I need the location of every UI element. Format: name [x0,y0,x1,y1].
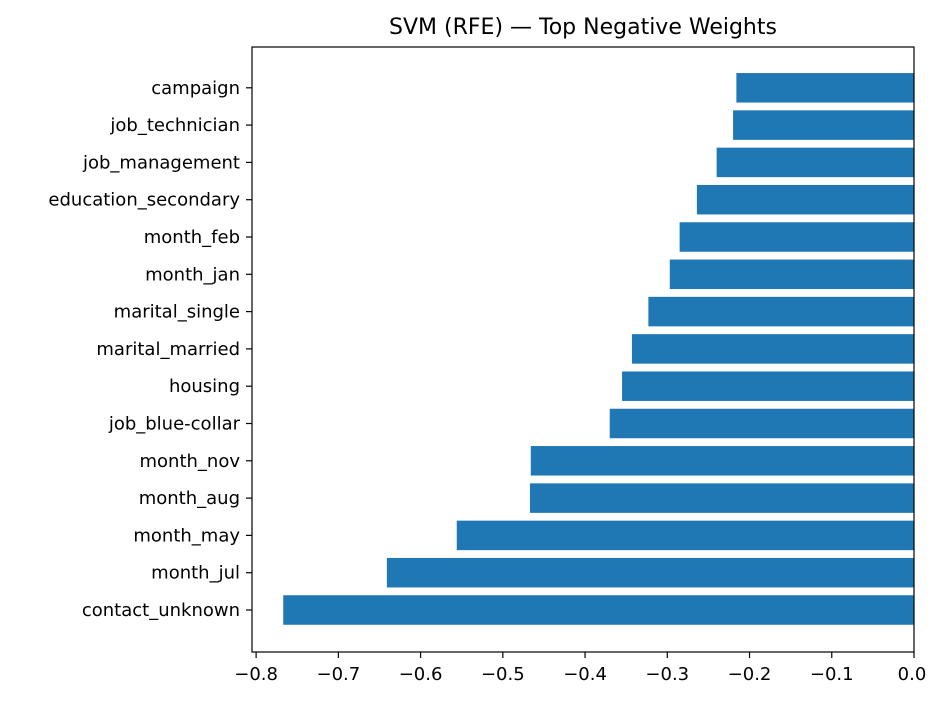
y-tick-label: education_secondary [48,190,240,211]
x-tick-label: −0.4 [563,664,607,685]
bar-job_blue-collar [609,408,914,439]
bar-marital_single [648,296,914,327]
x-tick-label: −0.3 [645,664,689,685]
y-tick-label: month_may [133,525,240,546]
y-tick-label: housing [169,376,240,397]
y-tick-label: marital_single [114,302,240,323]
y-tick-label: month_jul [151,563,240,584]
bar-month_feb [679,222,914,252]
x-tick-label: −0.7 [316,664,360,685]
y-tick-label: contact_unknown [82,600,240,621]
bar-marital_married [631,334,914,364]
bar-month_may [456,520,914,551]
x-tick-label: −0.2 [728,664,772,685]
y-tick-label: month_feb [144,227,240,248]
bar-housing [622,371,914,401]
y-tick-label: month_nov [140,451,241,472]
x-tick-label: −0.5 [481,664,525,685]
plot-frame [251,46,915,653]
chart-title: SVM (RFE) — Top Negative Weights [389,15,777,40]
bar-job_technician [733,110,914,140]
bar-month_jul [386,557,915,588]
y-tick-label: month_jan [145,264,240,285]
bar-month_jan [669,259,914,290]
bars-group [283,73,915,625]
y-tick-label: campaign [151,78,240,99]
y-tick-label: month_aug [139,488,240,509]
y-axis-ticks: contact_unknown month_jul month_may month_a… [48,78,252,621]
bar-month_nov [530,446,914,476]
x-axis-ticks: −0.8 −0.7 −0.6 −0.5 −0.4 −0.3 −0.2 −0.1 0.0 [234,652,926,685]
y-tick-label: job_blue-collar [108,414,241,435]
bar-campaign [736,73,914,103]
x-tick-label: −0.6 [399,664,443,685]
y-tick-label: job_technician [109,115,240,136]
x-tick-label: −0.1 [810,664,854,685]
y-tick-label: marital_married [96,339,240,360]
bar-education_secondary [696,184,914,215]
bar-contact_unknown [283,595,914,625]
bar-job_management [716,147,914,178]
bar-month_aug [529,483,914,513]
y-tick-label: job_management [82,152,240,173]
x-tick-label: −0.8 [234,664,278,685]
x-tick-label: 0.0 [898,664,927,685]
